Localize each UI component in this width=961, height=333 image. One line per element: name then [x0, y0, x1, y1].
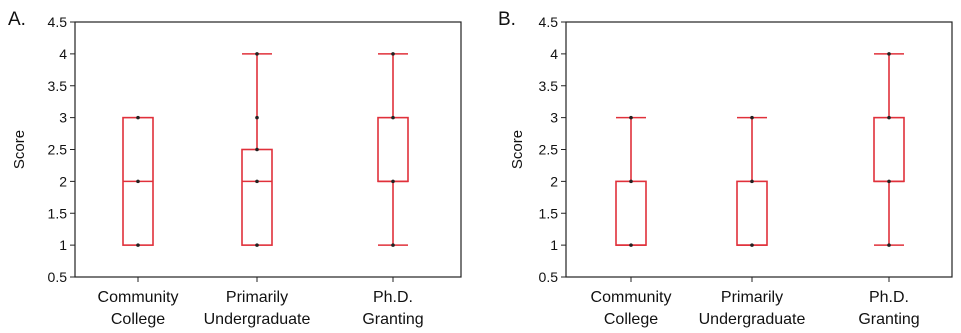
data-point [255, 147, 259, 152]
box-2: Ph.D. Granting [362, 52, 424, 328]
data-point [887, 115, 891, 120]
data-point [255, 243, 259, 247]
category-label: Granting [858, 311, 919, 328]
y-tick-label: 1.5 [539, 205, 559, 221]
data-point [391, 243, 395, 247]
iqr-box [615, 180, 647, 246]
iqr-box [736, 180, 768, 246]
box-1: Primarily Undergraduate [204, 52, 311, 328]
y-tick-label: 0.5 [48, 269, 68, 285]
chart-panel-b: B. 0.5 1 1.5 2 2.5 3 3.5 4 4.5 Score Community Colle… [498, 9, 953, 328]
category-label: Ph.D. [373, 289, 413, 306]
category-label: Ph.D. [869, 289, 909, 306]
data-point [750, 179, 754, 184]
data-point [750, 243, 754, 247]
y-axis-title: Score [11, 130, 28, 169]
panel-label: A. [8, 9, 26, 30]
box-0: Community College [591, 115, 672, 328]
iqr-box [873, 116, 905, 183]
y-tick-label: 4.5 [539, 14, 559, 30]
data-point [887, 179, 891, 184]
category-label: Granting [362, 311, 423, 328]
category-label: Primarily [226, 289, 288, 306]
data-point [629, 243, 633, 247]
y-tick-label: 2 [59, 173, 67, 189]
panel-label: B. [498, 9, 516, 30]
data-point [629, 115, 633, 120]
data-point [255, 115, 259, 120]
y-tick-label: 1.5 [48, 205, 68, 221]
category-label: Community [98, 289, 179, 306]
data-point [136, 243, 140, 247]
data-point [750, 115, 754, 120]
category-label: Primarily [721, 289, 783, 306]
data-point [391, 52, 395, 56]
y-tick-label: 3 [550, 110, 558, 126]
y-tick-label: 1 [550, 237, 558, 253]
y-tick-label: 2.5 [48, 142, 68, 158]
y-tick-label: 4.5 [48, 14, 68, 30]
y-tick-label: 0.5 [539, 269, 559, 285]
iqr-box [241, 148, 273, 246]
y-axis-title: Score [509, 130, 526, 169]
category-label: Undergraduate [204, 311, 311, 328]
data-point [887, 52, 891, 56]
box-2: Ph.D. Granting [858, 52, 920, 328]
data-point [255, 52, 259, 56]
box-1: Primarily Undergraduate [699, 115, 806, 328]
y-tick-label: 3 [59, 110, 67, 126]
data-point [136, 179, 140, 184]
y-tick-label: 4 [59, 46, 67, 62]
category-label: College [111, 311, 165, 328]
category-label: Community [591, 289, 672, 306]
data-point [255, 179, 259, 184]
data-point [391, 115, 395, 120]
y-tick-label: 1 [59, 237, 67, 253]
chart-panel-a: A. 0.5 1 1.5 2 2.5 3 3.5 4 4.5 Score Community Colle… [8, 9, 462, 328]
data-point [887, 243, 891, 247]
y-tick-label: 2.5 [539, 142, 559, 158]
y-tick-label: 4 [550, 46, 558, 62]
y-tick-label: 2 [550, 173, 558, 189]
box-0: Community College [98, 115, 179, 328]
category-label: College [604, 311, 658, 328]
data-point [136, 115, 140, 120]
y-tick-label: 3.5 [48, 78, 68, 94]
iqr-box [377, 116, 409, 183]
data-point [391, 179, 395, 184]
data-point [629, 179, 633, 184]
y-tick-label: 3.5 [539, 78, 559, 94]
plot-frame [565, 21, 953, 278]
category-label: Undergraduate [699, 311, 806, 328]
